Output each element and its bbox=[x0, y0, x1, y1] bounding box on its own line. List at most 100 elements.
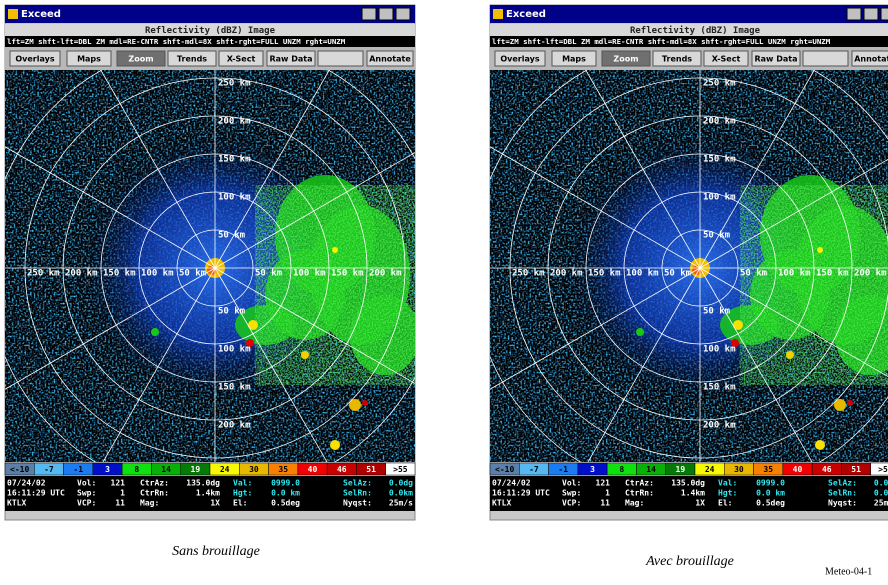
legend-label: <-10 bbox=[495, 465, 514, 474]
app-icon bbox=[8, 9, 18, 19]
legend-label: 19 bbox=[676, 465, 686, 474]
status-field: 0999.0 bbox=[271, 479, 300, 488]
window-control[interactable] bbox=[396, 8, 410, 20]
status-field: SelRn: bbox=[343, 489, 372, 498]
mouse-help: lft=ZM shft-lft=DBL ZM mdl=RE-CNTR shft-… bbox=[7, 37, 346, 46]
legend-label: 46 bbox=[822, 465, 832, 474]
range-label: 150 km bbox=[703, 383, 736, 393]
range-label: 200 km bbox=[65, 269, 98, 279]
status-field: 0999.0 bbox=[756, 479, 785, 488]
button-label: Trends bbox=[662, 55, 692, 64]
app-window: ExceedReflectivity (dBZ) Imagelft=ZM shf… bbox=[0, 0, 545, 581]
legend-label: 51 bbox=[366, 465, 376, 474]
status-field: CtrAz: bbox=[140, 479, 169, 488]
window-control[interactable] bbox=[881, 8, 888, 20]
status-field: 25m/s bbox=[389, 499, 413, 508]
legend-label: 3 bbox=[590, 465, 595, 474]
status-field: 11 bbox=[600, 499, 610, 508]
range-label: 50 km bbox=[218, 231, 246, 241]
range-label: 50 km bbox=[740, 269, 768, 279]
range-label: 150 km bbox=[218, 383, 251, 393]
range-label: 100 km bbox=[778, 269, 811, 279]
range-label: 200 km bbox=[218, 421, 251, 431]
status-field: 0.0km bbox=[874, 489, 888, 498]
window-control[interactable] bbox=[847, 8, 861, 20]
range-label: 200 km bbox=[703, 117, 736, 127]
status-field: SelAz: bbox=[828, 479, 857, 488]
legend-label: 24 bbox=[705, 465, 715, 474]
status-field: 0.0km bbox=[389, 489, 413, 498]
legend-label: 35 bbox=[278, 465, 288, 474]
app-name: Exceed bbox=[506, 9, 546, 20]
status-field: 1X bbox=[210, 499, 220, 508]
legend-label: 30 bbox=[249, 465, 259, 474]
range-label: 200 km bbox=[369, 269, 402, 279]
status-field: 25m/s bbox=[874, 499, 888, 508]
storm-cell bbox=[636, 328, 644, 336]
status-field: Nyqst: bbox=[343, 499, 372, 508]
status-field: 0.0dg bbox=[874, 479, 888, 488]
range-label: 150 km bbox=[588, 269, 621, 279]
legend-label: 35 bbox=[763, 465, 773, 474]
storm-cell bbox=[301, 351, 309, 359]
status-field: 16:11:29 UTC bbox=[492, 489, 550, 498]
status-field: 0.0dg bbox=[389, 479, 413, 488]
legend-label: 46 bbox=[337, 465, 347, 474]
app-icon bbox=[493, 9, 503, 19]
legend-label: <-10 bbox=[10, 465, 29, 474]
range-label: 100 km bbox=[218, 345, 251, 355]
status-field: El: bbox=[233, 499, 247, 508]
legend-label: -1 bbox=[73, 465, 83, 474]
range-label: 150 km bbox=[703, 155, 736, 165]
range-label: 200 km bbox=[854, 269, 887, 279]
legend-label: 30 bbox=[734, 465, 744, 474]
range-label: 150 km bbox=[218, 155, 251, 165]
storm-cell bbox=[332, 247, 338, 253]
status-field: KTLX bbox=[492, 499, 511, 508]
status-field: Val: bbox=[718, 479, 737, 488]
window-control[interactable] bbox=[379, 8, 393, 20]
status-field: 1X bbox=[695, 499, 705, 508]
toolbar-button[interactable] bbox=[318, 51, 363, 66]
range-label: 150 km bbox=[103, 269, 136, 279]
storm-cell bbox=[817, 247, 823, 253]
status-field: CtrRn: bbox=[140, 489, 169, 498]
status-field: Vol: bbox=[77, 479, 96, 488]
toolbar-button[interactable] bbox=[803, 51, 848, 66]
status-field: 07/24/02 bbox=[7, 479, 46, 488]
legend-label: 14 bbox=[646, 465, 656, 474]
status-field: 07/24/02 bbox=[492, 479, 531, 488]
range-label: 100 km bbox=[703, 345, 736, 355]
legend-label: 40 bbox=[308, 465, 318, 474]
title-bar bbox=[490, 5, 888, 23]
status-field: 0.5deg bbox=[756, 499, 785, 508]
status-field: CtrAz: bbox=[625, 479, 654, 488]
button-label: Zoom bbox=[128, 55, 153, 64]
range-label: 50 km bbox=[179, 269, 207, 279]
legend-label: 40 bbox=[793, 465, 803, 474]
range-label: 100 km bbox=[703, 193, 736, 203]
range-label: 250 km bbox=[27, 269, 60, 279]
title-bar bbox=[5, 5, 415, 23]
range-label: 100 km bbox=[293, 269, 326, 279]
status-field: 16:11:29 UTC bbox=[7, 489, 65, 498]
mouse-help: lft=ZM shft-lft=DBL ZM mdl=RE-CNTR shft-… bbox=[492, 37, 831, 46]
legend-label: 19 bbox=[191, 465, 201, 474]
app-name: Exceed bbox=[21, 9, 61, 20]
status-field: Swp: bbox=[77, 489, 96, 498]
button-label: Annotate bbox=[369, 55, 411, 64]
figure-id: Meteo-04-1 bbox=[825, 566, 872, 577]
range-label: 150 km bbox=[816, 269, 849, 279]
legend-label: -7 bbox=[44, 465, 54, 474]
figure: ExceedReflectivity (dBZ) Imagelft=ZM shf… bbox=[0, 0, 888, 581]
status-field: 135.0dg bbox=[186, 479, 220, 488]
range-label: 50 km bbox=[703, 307, 731, 317]
button-label: Trends bbox=[177, 55, 207, 64]
status-field: Val: bbox=[233, 479, 252, 488]
button-label: Overlays bbox=[500, 55, 539, 64]
status-field: 135.0dg bbox=[671, 479, 705, 488]
status-field: 121 bbox=[111, 479, 126, 488]
window-control[interactable] bbox=[864, 8, 878, 20]
status-field: CtrRn: bbox=[625, 489, 654, 498]
window-control[interactable] bbox=[362, 8, 376, 20]
